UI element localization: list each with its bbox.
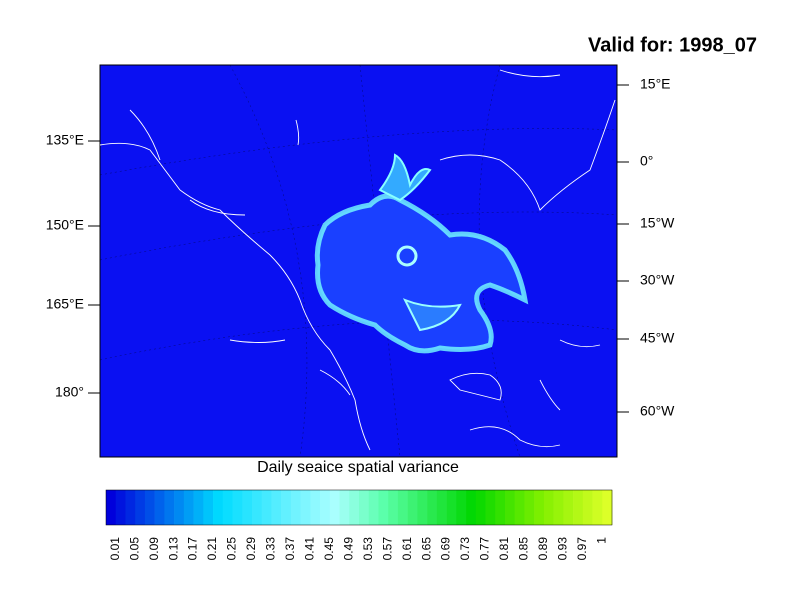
colorbar-box — [592, 490, 603, 525]
colorbar-label: 0.13 — [166, 537, 180, 561]
right-label: 45°W — [640, 330, 675, 346]
colorbar-box — [193, 490, 204, 525]
colorbar-label: 0.81 — [497, 537, 511, 561]
colorbar-box — [602, 490, 613, 525]
colorbar-box — [232, 490, 243, 525]
colorbar-box — [154, 490, 165, 525]
colorbar-label: 0.77 — [478, 537, 492, 561]
colorbar-box — [514, 490, 525, 525]
sea-ice — [314, 153, 529, 354]
colorbar-box — [106, 490, 117, 525]
map — [99, 64, 618, 458]
colorbar-box — [174, 490, 185, 525]
colorbar-box — [378, 490, 389, 525]
colorbar-box — [427, 490, 438, 525]
colorbar-box — [203, 490, 214, 525]
colorbar-label: 0.73 — [458, 537, 472, 561]
colorbar-label: 0.41 — [303, 537, 317, 561]
colorbar-box — [397, 490, 408, 525]
colorbar-box — [125, 490, 136, 525]
colorbar-box — [222, 490, 233, 525]
colorbar-box — [524, 490, 535, 525]
colorbar-box — [183, 490, 194, 525]
colorbar-label: 0.05 — [127, 537, 141, 561]
colorbar-box — [144, 490, 155, 525]
colorbar-label: 0.93 — [556, 537, 570, 561]
colorbar-label: 0.69 — [439, 537, 453, 561]
colorbar-box — [563, 490, 574, 525]
colorbar-box — [456, 490, 467, 525]
colorbar-box — [164, 490, 175, 525]
colorbar-box — [271, 490, 282, 525]
colorbar-box — [417, 490, 428, 525]
right-label: 30°W — [640, 272, 675, 288]
colorbar-label: 0.37 — [283, 537, 297, 561]
colorbar-label: 0.85 — [517, 537, 531, 561]
right-label: 60°W — [640, 403, 675, 419]
right-label: 0° — [640, 153, 653, 169]
colorbar-label: 0.25 — [225, 537, 239, 561]
colorbar-label: 0.33 — [264, 537, 278, 561]
colorbar-box — [504, 490, 515, 525]
colorbar-label: 0.45 — [322, 537, 336, 561]
colorbar-box — [251, 490, 262, 525]
colorbar-label: 0.53 — [361, 537, 375, 561]
colorbar-label: 0.61 — [400, 537, 414, 561]
colorbar-box — [213, 490, 224, 525]
colorbar-box — [388, 490, 399, 525]
colorbar-box — [436, 490, 447, 525]
colorbar-box — [115, 490, 126, 525]
colorbar-label: 1 — [594, 537, 608, 544]
colorbar-label: 0.97 — [575, 537, 589, 561]
colorbar-box — [242, 490, 253, 525]
colorbar-label: 0.21 — [205, 537, 219, 561]
colorbar-box — [368, 490, 379, 525]
colorbar-box — [290, 490, 301, 525]
title: Valid for: 1998_07 — [588, 34, 757, 56]
colorbar-box — [534, 490, 545, 525]
colorbar: 0.01 0.05 0.09 0.13 0.17 0.21 0.25 0.29 0.33 0.37… — [105, 489, 613, 561]
colorbar-label: 0.17 — [186, 537, 200, 561]
colorbar-label: 0.09 — [147, 537, 161, 561]
colorbar-label: 0.49 — [341, 537, 355, 561]
colorbar-box — [310, 490, 321, 525]
right-label: 15°E — [640, 76, 671, 92]
colorbar-box — [446, 490, 457, 525]
colorbar-box — [582, 490, 593, 525]
colorbar-label: 0.65 — [419, 537, 433, 561]
left-label: 180° — [55, 384, 84, 400]
right-axis: 15°E 0° 15°W 30°W 45°W 60°W — [617, 76, 675, 419]
coastlines — [99, 69, 616, 451]
colorbar-box — [485, 490, 496, 525]
colorbar-box — [359, 490, 370, 525]
graticule — [99, 64, 618, 458]
colorbar-box — [339, 490, 350, 525]
colorbar-box — [349, 490, 360, 525]
colorbar-box — [573, 490, 584, 525]
colorbar-box — [329, 490, 340, 525]
colorbar-label: 0.29 — [244, 537, 258, 561]
colorbar-box — [553, 490, 564, 525]
colorbar-frame — [105, 489, 613, 526]
colorbar-label: 0.57 — [380, 537, 394, 561]
right-label: 15°W — [640, 215, 675, 231]
colorbar-box — [495, 490, 506, 525]
colorbar-label: 0.01 — [108, 537, 122, 561]
colorbar-box — [281, 490, 292, 525]
colorbar-box — [543, 490, 554, 525]
left-label: 135°E — [46, 132, 84, 148]
colorbar-label: 0.89 — [536, 537, 550, 561]
colorbar-box — [475, 490, 486, 525]
colorbar-box — [320, 490, 331, 525]
caption: Daily seaice spatial variance — [257, 459, 459, 476]
colorbar-box — [300, 490, 311, 525]
colorbar-box — [466, 490, 477, 525]
left-label: 165°E — [46, 296, 84, 312]
colorbar-box — [135, 490, 146, 525]
colorbar-box — [261, 490, 272, 525]
left-axis: 135°E 150°E 165°E 180° — [46, 132, 100, 400]
left-label: 150°E — [46, 217, 84, 233]
colorbar-box — [407, 490, 418, 525]
